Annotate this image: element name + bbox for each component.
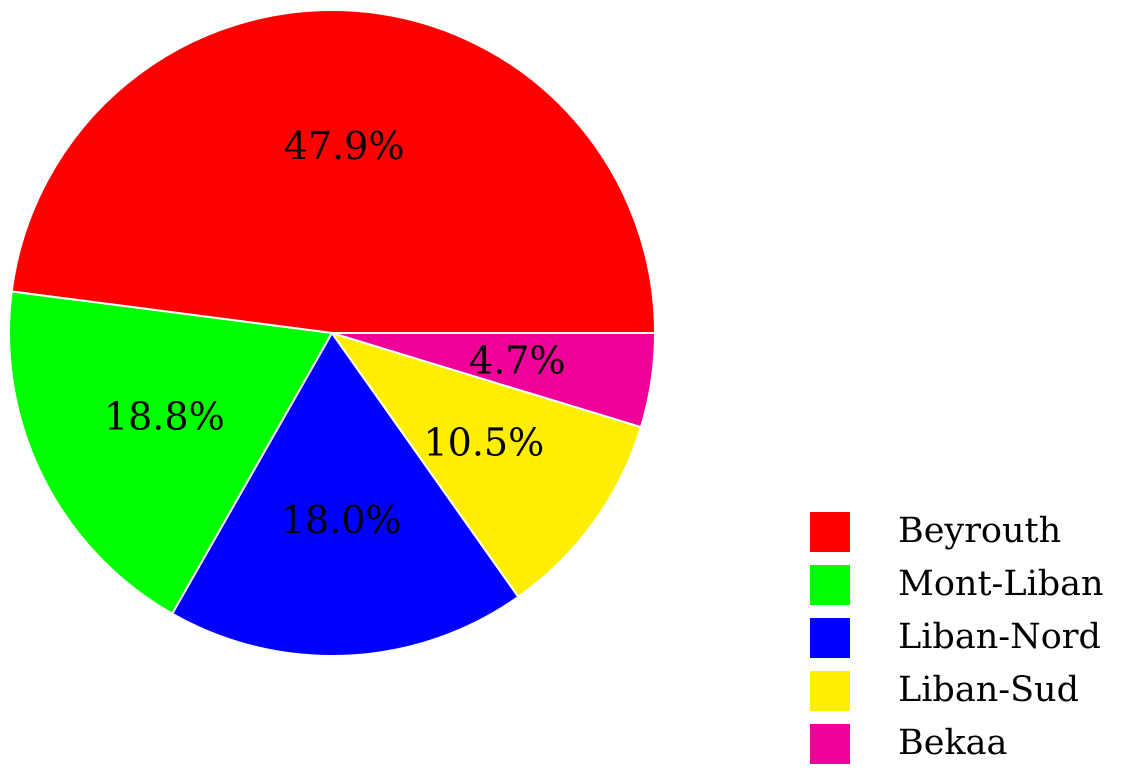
pie-slice-labels: 47.9% 18.8% 18.0% 10.5% 4.7% — [104, 124, 566, 542]
legend-label: Bekaa — [898, 723, 1008, 763]
pie-slice-label-mont-liban: 18.8% — [104, 395, 225, 439]
legend-label: Mont-Liban — [898, 564, 1104, 604]
pie-slice-liban-nord — [171, 332, 520, 657]
legend: Beyrouth Mont-Liban Liban-Nord Liban-Sud… — [810, 505, 1130, 770]
pie-slice-label-liban-sud: 10.5% — [423, 421, 544, 465]
legend-swatch — [810, 617, 850, 658]
legend-label: Liban-Sud — [898, 670, 1079, 710]
pie-slices — [8, 9, 656, 657]
pie-slice-beyrouth — [10, 9, 656, 334]
legend-item-liban-sud: Liban-Sud — [810, 664, 1130, 717]
legend-swatch — [810, 723, 850, 764]
legend-swatch — [810, 511, 850, 552]
legend-item-beyrouth: Beyrouth — [810, 505, 1130, 558]
pie-slice-label-beyrouth: 47.9% — [284, 124, 405, 168]
legend-swatch — [810, 670, 850, 711]
legend-item-mont-liban: Mont-Liban — [810, 558, 1130, 611]
pie-slice-bekaa — [331, 332, 656, 429]
pie-slice-label-liban-nord: 18.0% — [281, 498, 402, 542]
legend-label: Beyrouth — [898, 511, 1062, 551]
legend-item-liban-nord: Liban-Nord — [810, 611, 1130, 664]
legend-label: Liban-Nord — [898, 617, 1101, 657]
pie-slice-liban-sud — [331, 332, 642, 598]
pie-slice-label-bekaa: 4.7% — [469, 339, 566, 383]
pie-slice-mont-liban — [8, 290, 333, 615]
legend-item-bekaa: Bekaa — [810, 717, 1130, 770]
legend-swatch — [810, 564, 850, 605]
